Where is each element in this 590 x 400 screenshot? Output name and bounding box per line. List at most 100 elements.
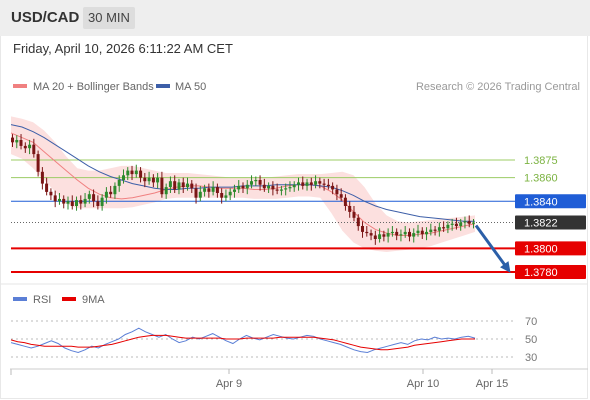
rsi-ma9-line [10,334,475,351]
candle-body [373,235,377,239]
candle-body [143,177,147,182]
candle-body [233,189,236,192]
candle-body [331,185,335,190]
chart-frame [0,36,588,399]
candle-body [429,229,433,232]
candle-body [241,185,245,189]
support-label: 1.3780 [524,267,558,279]
candle-body [348,206,352,212]
candle-body [408,231,411,237]
timeframe-badge[interactable]: 30 MIN [83,7,135,29]
candle-body [122,175,125,180]
ma50-legend-label: MA 50 [175,81,206,93]
candle-body [139,170,143,178]
candle-body [412,233,416,237]
candle-body [382,234,386,237]
candle-body [416,230,420,234]
candle-body [160,177,164,195]
rsi-legend-label: RSI [33,294,51,306]
candle-body [339,194,343,198]
candle-body [309,182,313,185]
candle-body [472,222,475,224]
candle-body [343,197,347,206]
candle-body [322,183,326,185]
candle-body [305,182,309,186]
candle-body [49,191,53,196]
rsi-legend-swatch [13,297,27,301]
candle-body [399,234,403,236]
x-tick-label: Apr 15 [476,378,508,390]
resistance-label: 1.3875 [524,155,558,167]
rsi-tick-label: 50 [525,334,537,346]
candle-body [96,201,100,206]
candle-body [113,185,117,195]
candle-body [403,231,407,235]
candle-body [100,197,104,206]
rsi-line [10,327,476,354]
candle-body [279,189,283,191]
candle-body [181,182,185,188]
ma9-legend-label: 9MA [82,294,105,306]
candle-body [126,170,130,176]
candle-body [326,184,330,186]
candle-body [58,198,61,202]
x-tick-label: Apr 10 [407,378,439,390]
candle-body [271,185,275,190]
support-label-box [515,265,586,279]
candle-body [297,182,300,185]
candle-body [104,191,108,198]
candle-body [245,184,249,189]
candle-body [288,187,292,189]
forecast-arrow-head [500,261,511,273]
candle-body [459,222,463,226]
rsi-plot: 70 50 30 [10,316,537,364]
last-label: 1.3822 [524,218,558,230]
support-label-box [515,241,586,256]
candle-body [164,187,168,195]
candle-body [420,230,424,235]
candle-body [467,221,471,224]
report-datetime: Friday, April 10, 2026 6:11:22 AM CET [13,41,233,56]
candle-body [134,170,138,175]
candle-body [32,144,36,155]
candle-body [292,184,296,188]
candle-body [437,227,441,231]
candle-body [446,224,450,229]
candle-body [15,140,19,143]
candle-body [267,185,271,189]
candle-body [369,233,373,236]
candle-body [314,181,318,185]
candle-body [463,221,467,223]
candle-body [11,137,14,143]
x-tick-label: Apr 9 [216,378,242,390]
research-credit: Research © 2026 Trading Central [416,81,580,93]
candle-body [53,195,57,202]
x-axis: Apr 9 Apr 10 Apr 15 [216,369,508,390]
candle-body [318,181,322,184]
candle-body [28,144,32,149]
candle-body [454,223,458,227]
candle-body [395,231,399,236]
candle-body [433,229,437,231]
candle-body [151,177,155,183]
candle-body [198,191,202,198]
pivot-label: 1.3840 [524,196,558,208]
candle-body [284,188,288,190]
pivot-label-box [515,194,586,209]
candle-body [23,145,27,149]
candle-body [378,234,382,239]
rsi-tick-label: 30 [525,352,537,364]
candle-body [177,182,181,190]
rsi-tick-label: 70 [525,316,537,328]
candle-body [425,231,428,235]
candle-body [356,217,360,227]
candle-body [75,200,78,206]
candle-body [262,184,266,189]
price-plot: 1.3875 1.3860 1.3840 1.3822 1.3800 1.3780 [10,116,586,279]
candle-body [194,188,198,198]
candle-body [211,187,215,192]
candle-body [207,188,211,192]
candle-body [250,181,253,185]
candle-body [70,201,74,206]
